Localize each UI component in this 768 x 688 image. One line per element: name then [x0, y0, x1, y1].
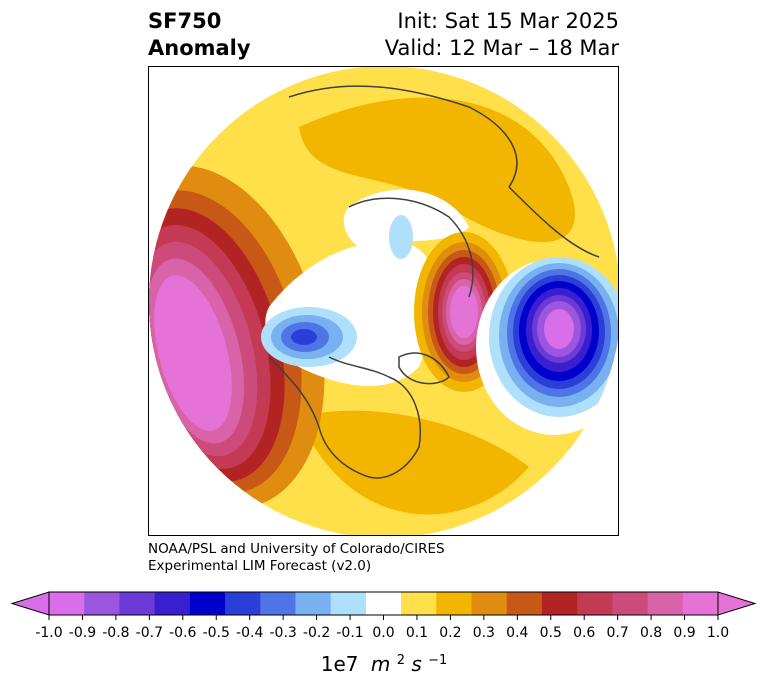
colorbar-extend-max: [717, 591, 757, 616]
pacific-contour-7: [154, 275, 232, 431]
colorbar-cell: [84, 592, 120, 615]
colorbar-cell: [365, 592, 402, 615]
colorbar-tick-label: 0.2: [439, 625, 461, 641]
colorbar-tick-label: 0.3: [473, 625, 495, 641]
colorbar-tick-label: -0.4: [236, 625, 263, 641]
arctic-neg: [389, 215, 413, 259]
colorbar-tick-label: -0.6: [169, 625, 196, 641]
colorbar-cell: [682, 592, 719, 615]
colorbar-cell: [330, 592, 367, 615]
credit-line-1: NOAA/PSL and University of Colorado/CIRE…: [148, 541, 445, 557]
colorbar-cell: [154, 592, 191, 615]
coastline-arctic: [348, 197, 474, 298]
bering-neg-4: [291, 329, 317, 345]
colorbar-tick-label: -0.3: [269, 625, 296, 641]
russia-neg-9: [544, 309, 574, 349]
colorbar-cell: [295, 592, 332, 615]
unit-sup-1: 2: [397, 653, 405, 668]
colorbar-tick-label: 0.9: [673, 625, 695, 641]
colorbar-tick-label: -0.1: [336, 625, 363, 641]
coastline-asia: [288, 85, 518, 188]
variable-name: SF750: [148, 9, 222, 33]
colorbar-extend-min: [10, 591, 50, 616]
colorbar-cell: [225, 592, 261, 615]
valid-range: Valid: 12 Mar – 18 Mar: [384, 36, 619, 60]
init-date: Init: Sat 15 Mar 2025: [397, 9, 619, 33]
map-panel: [148, 66, 619, 536]
coastline-greenland: [398, 352, 450, 385]
colorbar-unit: 1e7 m 2 s −1: [321, 652, 448, 676]
colorbar-tick-label: 0.6: [573, 625, 595, 641]
unit-main: m: [371, 652, 390, 676]
colorbar-cell: [189, 592, 226, 615]
coastline-north-america: [268, 356, 421, 479]
colorbar-tick-label: 0.7: [607, 625, 629, 641]
polar-map: [149, 67, 618, 535]
colorbar-tick-label: 0.1: [406, 625, 428, 641]
colorbar-tick-label: 0.0: [372, 625, 394, 641]
colorbar-cell: [49, 592, 85, 615]
colorbar-tick-label: -0.8: [102, 625, 129, 641]
colorbar-tick-label: 0.5: [540, 625, 562, 641]
colorbar-tick-label: 0.4: [506, 625, 528, 641]
colorbar-cell: [401, 592, 437, 615]
colorbar-tick-label: -0.9: [69, 625, 96, 641]
colorbar-cell: [436, 592, 473, 615]
coastline-europe: [508, 186, 600, 258]
title-right: Init: Sat 15 Mar 2025 Valid: 12 Mar – 18…: [385, 8, 619, 62]
colorbar-cell: [612, 592, 649, 615]
unit-sup-2: −1: [428, 653, 447, 668]
credit-line-2: Experimental LIM Forecast (v2.0): [148, 558, 372, 574]
colorbar-tick-label: -0.7: [136, 625, 163, 641]
colorbar-tick-label: 0.8: [640, 625, 662, 641]
colorbar-cell: [119, 592, 156, 615]
unit-prefix: 1e7: [321, 652, 359, 676]
colorbar-tick-label: -1.0: [35, 625, 62, 641]
colorbar-ticks: -1.0 -0.9 -0.8 -0.7 -0.6 -0.5 -0.4 -0.3 -0.2 -0.1…: [35, 615, 729, 641]
colorbar-cell: [506, 592, 543, 615]
orange-band-south: [299, 410, 529, 515]
unit-mid: s: [411, 652, 421, 676]
colorbar-cell: [471, 592, 508, 615]
colorbar-tick-label: -0.2: [303, 625, 330, 641]
colorbar-cell: [541, 592, 578, 615]
colorbar-tick-label: -0.5: [203, 625, 230, 641]
colorbar: -1.0 -0.9 -0.8 -0.7 -0.6 -0.5 -0.4 -0.3 -0.2 -0.1…: [10, 591, 757, 676]
subtitle-anomaly: Anomaly: [148, 36, 251, 60]
credit-text: NOAA/PSL and University of Colorado/CIRE…: [148, 541, 445, 575]
colorbar-cell: [647, 592, 684, 615]
colorbar-cell: [260, 592, 296, 615]
colorbar-cells: [10, 591, 757, 616]
title-left: SF750 Anomaly: [148, 8, 251, 62]
colorbar-cell: [577, 592, 613, 615]
colorbar-tick-label: 1.0: [707, 625, 729, 641]
europe-pos-8: [450, 286, 478, 338]
